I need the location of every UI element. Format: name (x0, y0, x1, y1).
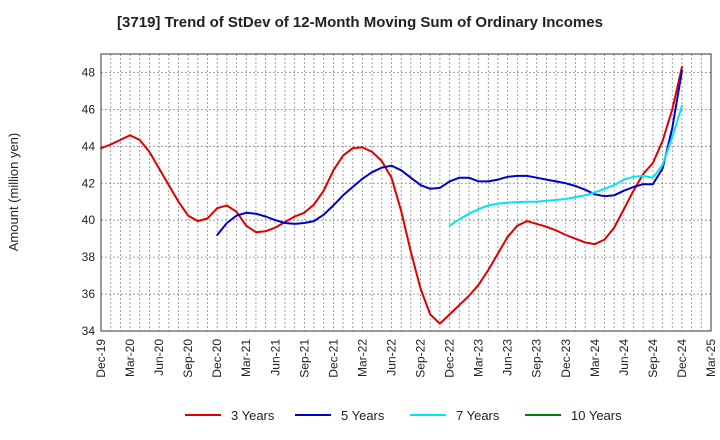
legend-item-10-years: 10 Years (525, 405, 622, 425)
y-tick-label: 46 (82, 102, 96, 116)
legend-item-5-years: 5 Years (295, 405, 384, 425)
y-tick-label: 38 (82, 250, 96, 264)
y-tick-label: 34 (82, 324, 96, 338)
x-tick-label: Sep-20 (181, 339, 195, 378)
y-axis-label: Amount (million yen) (6, 133, 21, 252)
x-tick-label: Dec-23 (559, 339, 573, 378)
legend-swatch (185, 414, 221, 416)
y-tick-label: 42 (82, 176, 96, 190)
x-tick-label: Jun-24 (617, 339, 631, 376)
x-tick-label: Dec-21 (326, 339, 340, 378)
y-axis: 34 36 38 40 42 44 46 48 (82, 65, 96, 338)
x-tick-label: Sep-21 (297, 339, 311, 378)
y-tick-label: 48 (82, 65, 96, 79)
x-tick-label: Mar-25 (704, 339, 718, 377)
series-line-5-years (216, 69, 683, 236)
legend-swatch (410, 414, 446, 416)
legend-label: 7 Years (456, 407, 500, 423)
x-tick-label: Sep-24 (646, 339, 660, 378)
y-tick-label: 44 (82, 139, 96, 153)
x-tick-label: Jun-21 (268, 339, 282, 376)
chart-title: [3719] Trend of StDev of 12-Month Moving… (117, 14, 603, 31)
legend-label: 3 Years (231, 407, 275, 423)
x-tick-label: Mar-23 (472, 339, 486, 377)
legend-swatch (295, 414, 331, 416)
x-tick-label: Sep-22 (414, 339, 428, 378)
x-axis: Dec-19 Mar-20 Jun-20 Sep-20 Dec-20 Mar-21 Jun-… (94, 339, 718, 378)
x-tick-label: Dec-24 (675, 339, 689, 378)
legend-label: 10 Years (571, 407, 622, 423)
series-lines (100, 65, 683, 325)
x-tick-label: Mar-20 (123, 339, 137, 377)
series-line-7-years (448, 104, 683, 227)
x-tick-label: Dec-20 (210, 339, 224, 378)
x-tick-label: Dec-19 (94, 339, 108, 378)
plot-area (100, 53, 712, 332)
legend-item-7-years: 7 Years (410, 405, 499, 425)
y-tick-label: 36 (82, 287, 96, 301)
legend-label: 5 Years (341, 407, 385, 423)
legend-swatch (525, 414, 561, 416)
x-tick-label: Mar-21 (239, 339, 253, 377)
x-tick-label: Mar-24 (588, 339, 602, 377)
legend: 3 Years 5 Years 7 Years 10 Years (0, 405, 720, 425)
series-line-3-years (100, 65, 683, 325)
x-tick-label: Sep-23 (530, 339, 544, 378)
x-tick-label: Jun-20 (152, 339, 166, 376)
x-tick-label: Mar-22 (355, 339, 369, 377)
legend-item-3-years: 3 Years (185, 405, 274, 425)
x-tick-label: Jun-23 (501, 339, 515, 376)
y-tick-label: 40 (82, 213, 96, 227)
x-tick-label: Dec-22 (443, 339, 457, 378)
x-tick-label: Jun-22 (384, 339, 398, 376)
